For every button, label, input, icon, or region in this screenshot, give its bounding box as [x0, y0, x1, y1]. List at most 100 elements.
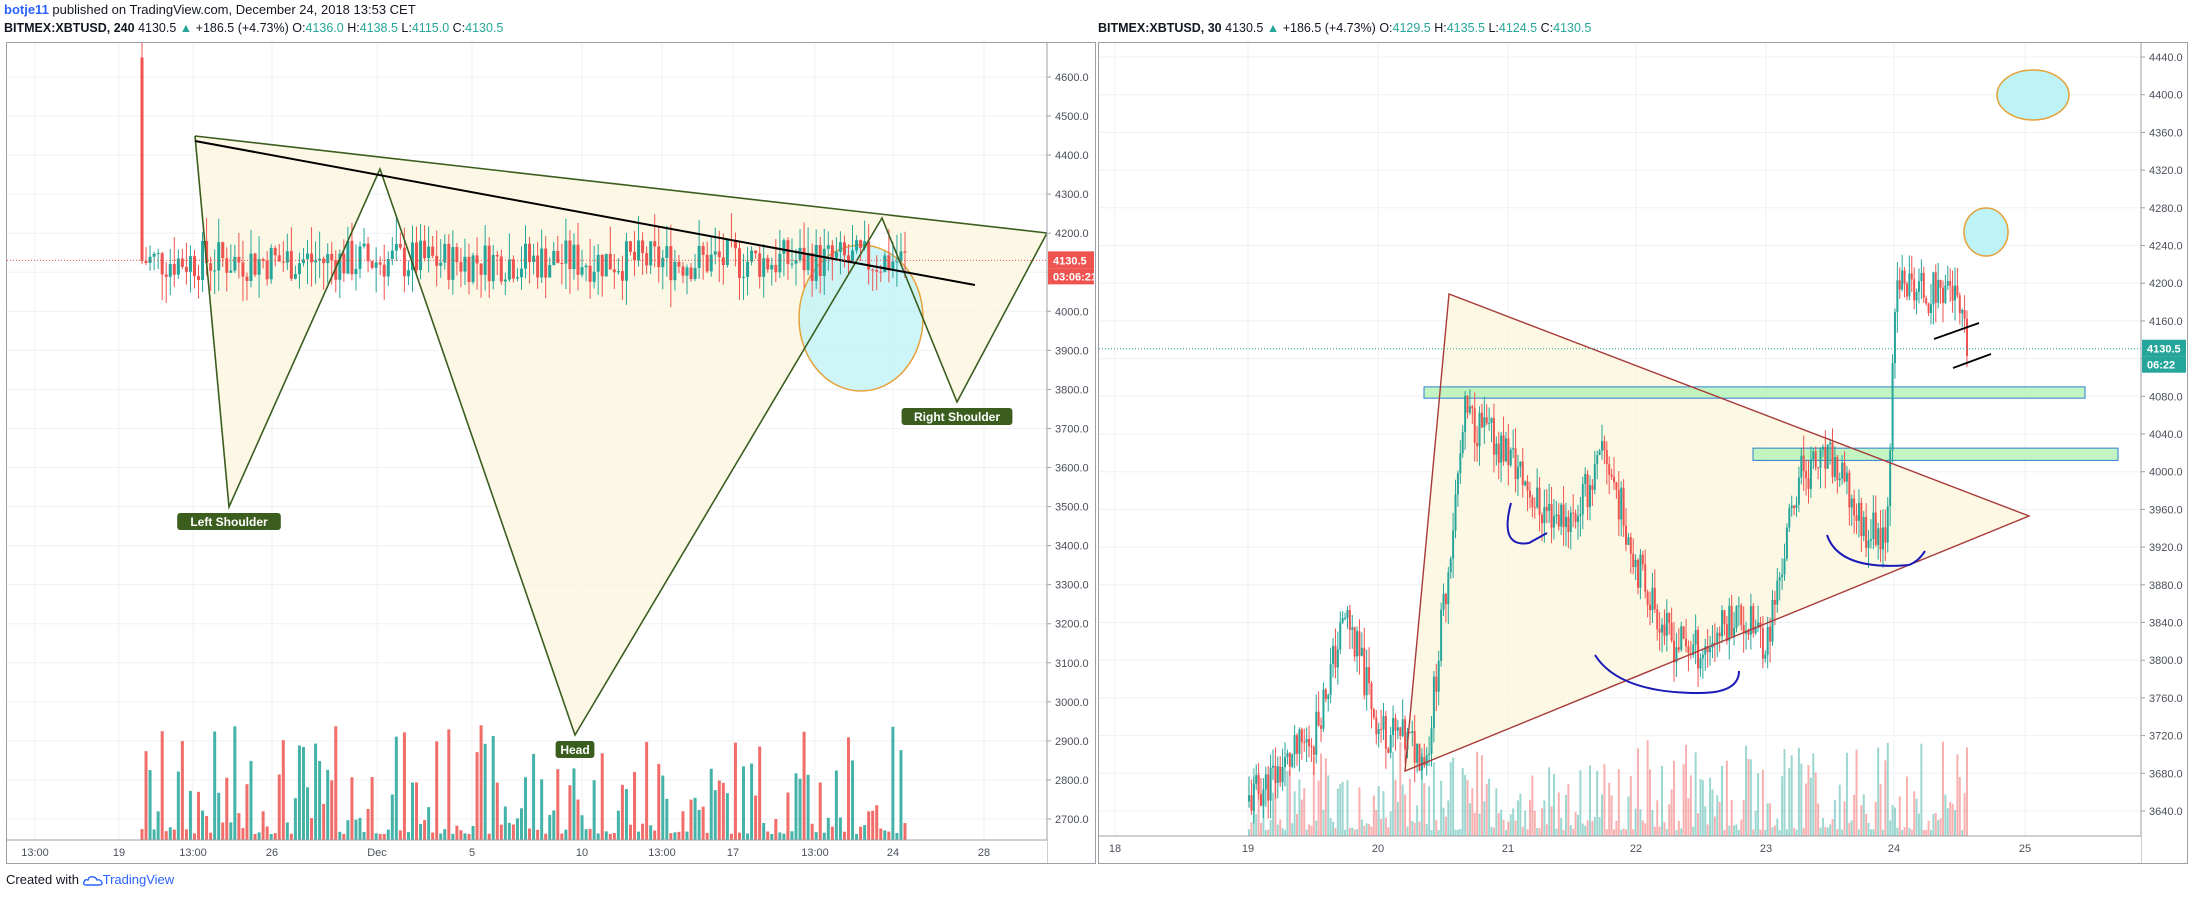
candle-body [1495, 443, 1498, 455]
candle-body [1353, 627, 1356, 657]
time-tick-label: 19 [113, 847, 125, 859]
volume-bar [156, 811, 160, 840]
candle-body [1382, 715, 1385, 730]
volume-bar [201, 810, 205, 840]
volume-bar [160, 731, 164, 840]
candle-body [1735, 606, 1738, 628]
candle-body [1389, 735, 1392, 753]
volume-bar [1483, 801, 1486, 836]
price-tick-label: 4240.0 [2149, 241, 2183, 253]
volume-bar [1300, 799, 1303, 836]
volume-bar [519, 808, 523, 840]
volume-bar [1442, 807, 1445, 836]
candle-body [1613, 476, 1616, 483]
volume-bar [564, 829, 568, 840]
candle-body [1466, 395, 1469, 413]
volume-bar [1817, 803, 1820, 836]
candle-body [1428, 753, 1431, 756]
candle-body [487, 245, 491, 282]
candle-body [406, 270, 410, 277]
volume-bar [1507, 821, 1510, 836]
time-tick-label: 10 [576, 847, 588, 859]
flag-line-top [1933, 322, 1980, 340]
candle-body [1838, 478, 1841, 481]
volume-bar [1946, 808, 1949, 836]
candle-body [1351, 627, 1354, 630]
candle-body [1281, 767, 1284, 783]
volume-bar [1646, 740, 1649, 836]
candle-body [1279, 766, 1282, 783]
volume-bar [1709, 777, 1712, 836]
candle-body [1288, 753, 1291, 767]
tradingview-brand[interactable]: TradingView [102, 872, 175, 887]
candle-body [1836, 457, 1839, 481]
chart-pane-4h[interactable]: Left Shoulder Head Right Shoulder 4600.0 450… [6, 42, 1096, 864]
candle-body [1327, 695, 1330, 699]
candle-body [1291, 754, 1294, 767]
volume-bar [1456, 829, 1459, 836]
volume-bar [1317, 780, 1320, 836]
triangle-outline [1404, 293, 2031, 773]
volume-bar [152, 829, 156, 840]
volume-bar [346, 820, 350, 840]
price-tick-label: 2900.0 [1055, 736, 1089, 748]
chart-canvas-30m[interactable]: 4440.0 4400.0 4360.0 4320.0 4280.0 4240.0 4200… [1099, 43, 2187, 863]
candle-body [257, 258, 261, 275]
volume-bar [1644, 823, 1647, 836]
volume-bar [1735, 824, 1738, 836]
volume-bar [1800, 763, 1803, 836]
candle-body [1449, 558, 1452, 573]
candle-body [322, 258, 326, 264]
volume-bar [689, 799, 693, 840]
volume-bar [810, 823, 814, 840]
volume-bar [1480, 755, 1483, 836]
candle-body [1370, 683, 1373, 710]
volume-bar [1747, 758, 1750, 836]
volume-bar [709, 768, 713, 840]
price-tick-label: 4500.0 [1055, 111, 1089, 123]
candle-body [233, 256, 237, 271]
volume-bar [1721, 765, 1724, 836]
candle-body [265, 260, 269, 280]
high-value: 4135.5 [1446, 21, 1485, 35]
candle-body [1620, 487, 1623, 520]
volume-bar [197, 791, 201, 840]
chart-pane-30m[interactable]: 4440.0 4400.0 4360.0 4320.0 4280.0 4240.0 4200… [1098, 42, 2188, 864]
volume-bar [1836, 829, 1839, 836]
candle-body [693, 267, 697, 279]
chart-canvas-4h[interactable]: Left Shoulder Head Right Shoulder 4600.0 450… [7, 43, 1095, 863]
volume-bar [233, 726, 237, 840]
volume-bar [1917, 813, 1920, 836]
volume-bar [1733, 825, 1736, 836]
tradingview-logo[interactable]: TradingView [82, 872, 175, 887]
volume-bar [1564, 795, 1567, 836]
volume-bar [1348, 828, 1351, 836]
candle-body [1795, 504, 1798, 508]
candle-body [503, 279, 507, 282]
candle-body [1615, 482, 1618, 490]
symbol-label: BITMEX:XBTUSD, 30 [1098, 21, 1222, 35]
time-tick-label: 13:00 [648, 847, 676, 859]
price-axis-bg [2141, 43, 2187, 863]
candle-body [750, 250, 754, 262]
volume-bar [867, 811, 871, 840]
volume-bar [1757, 772, 1760, 836]
candle-body [1365, 667, 1368, 696]
volume-bar [790, 831, 794, 840]
volume-bar [1459, 828, 1462, 836]
candle-body [859, 240, 863, 249]
volume-bar [1605, 829, 1608, 836]
candle-body [1341, 618, 1344, 623]
candle-body [1286, 753, 1289, 758]
candle-body [1401, 719, 1404, 737]
volume-bar [842, 831, 846, 840]
candle-body [1961, 309, 1964, 314]
volume-bar [883, 830, 887, 840]
author-link[interactable]: botje11 [4, 2, 49, 17]
volume-bar [1956, 754, 1959, 836]
candle-body [1812, 451, 1815, 460]
candle-body [1646, 591, 1649, 605]
candle-body [358, 246, 362, 269]
price-tick-label: 3920.0 [2149, 542, 2183, 554]
price-tick-label: 3900.0 [1055, 345, 1089, 357]
